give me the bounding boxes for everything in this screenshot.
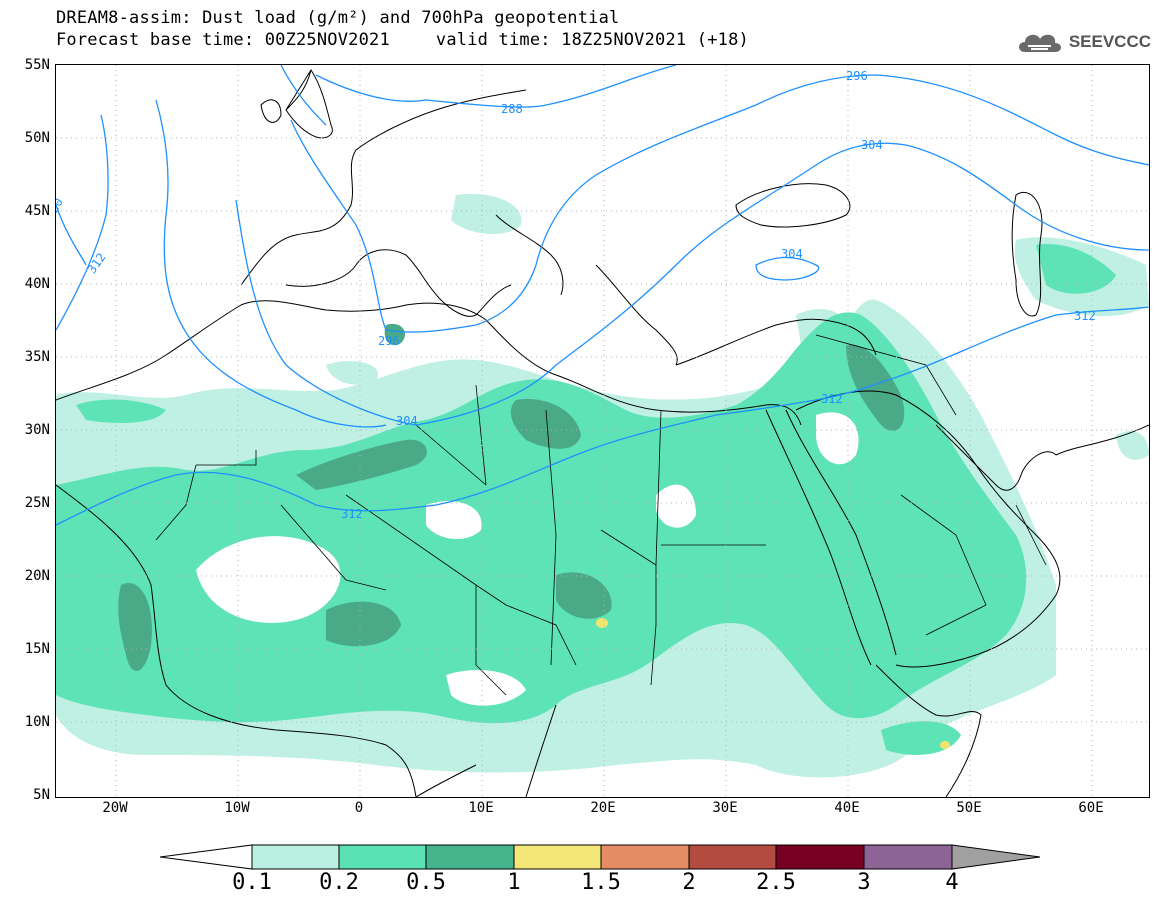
contour-labels: 296 288 304 312 20 312 296 304 312 304 3… xyxy=(56,69,1096,521)
colorbar-lower-arrow xyxy=(160,844,253,870)
colorbar-label: 0.5 xyxy=(406,870,446,895)
contour-label: 312 xyxy=(85,250,109,276)
lon-label: 60E xyxy=(1078,800,1104,816)
lat-label: 45N xyxy=(24,203,50,219)
lon-label: 20E xyxy=(590,800,616,816)
colorbar-bin xyxy=(513,844,602,870)
lat-label: 20N xyxy=(24,568,50,584)
colorbar-bin xyxy=(775,844,865,870)
lon-label: 50E xyxy=(956,800,982,816)
lon-label: 40E xyxy=(834,800,860,816)
contour-label: 304 xyxy=(781,247,803,261)
map-area: 296 288 304 312 20 312 296 304 312 304 3… xyxy=(55,64,1150,798)
lat-label: 50N xyxy=(24,130,50,146)
coastlines xyxy=(56,69,1149,797)
colorbar-bin xyxy=(425,844,515,870)
lat-label: 25N xyxy=(24,495,50,511)
lat-label: 35N xyxy=(24,349,50,365)
contour-label: 20 xyxy=(56,196,66,216)
contour-label: 296 xyxy=(378,334,400,348)
colorbar-bin xyxy=(600,844,690,870)
contour-label: 312 xyxy=(1074,309,1096,323)
map-title: DREAM8-assim: Dust load (g/m²) and 700hP… xyxy=(56,8,620,28)
colorbar-bin xyxy=(338,844,427,870)
lat-label: 5N xyxy=(33,787,50,803)
colorbar-label: 4 xyxy=(945,870,959,895)
colorbar-label: 1.5 xyxy=(581,870,621,895)
dust-medium-layer xyxy=(56,244,1116,755)
lon-label: 10W xyxy=(224,800,250,816)
dust-high-spots xyxy=(596,618,950,749)
colorbar-bin xyxy=(863,844,953,870)
dust-gap-layer xyxy=(196,412,859,706)
contour-label: 312 xyxy=(341,507,363,521)
seevccc-logo: SEEVCCC xyxy=(1015,28,1151,56)
contour-label: 304 xyxy=(861,138,883,152)
grid-lines xyxy=(56,65,1149,797)
lat-label: 40N xyxy=(24,276,50,292)
lon-label: 30E xyxy=(712,800,738,816)
colorbar-label: 2 xyxy=(682,870,696,895)
lon-label: 20W xyxy=(102,800,128,816)
colorbar-bin xyxy=(688,844,777,870)
colorbar-label: 0.2 xyxy=(319,870,359,895)
lat-label: 30N xyxy=(24,422,50,438)
colorbar-bin xyxy=(251,844,340,870)
country-borders xyxy=(155,334,1047,696)
lat-label: 15N xyxy=(24,641,50,657)
lon-label: 10E xyxy=(468,800,494,816)
contour-label: 288 xyxy=(501,102,523,116)
colorbar-label: 0.1 xyxy=(232,870,272,895)
colorbar-label: 2.5 xyxy=(756,870,796,895)
colorbar-label: 1 xyxy=(507,870,521,895)
cloud-icon xyxy=(1018,34,1061,52)
logo-text: SEEVCCC xyxy=(1068,32,1151,51)
lat-label: 55N xyxy=(24,57,50,73)
colorbar-upper-arrow xyxy=(951,844,1041,870)
colorbar-label: 3 xyxy=(857,870,871,895)
geopotential-contours xyxy=(56,65,1149,526)
valid-time-label: valid time: 18Z25NOV2021 (+18) xyxy=(435,30,749,50)
contour-label: 312 xyxy=(821,392,843,406)
base-time-label: Forecast base time: 00Z25NOV2021 xyxy=(56,30,390,50)
contour-label: 304 xyxy=(396,414,418,428)
dust-map: 296 288 304 312 20 312 296 304 312 304 3… xyxy=(56,65,1149,797)
lon-label: 0 xyxy=(354,800,364,816)
lat-label: 10N xyxy=(24,714,50,730)
colorbar xyxy=(160,844,1041,870)
time-info: Forecast base time: 00Z25NOV2021 valid ti… xyxy=(56,30,749,50)
contour-label: 296 xyxy=(846,69,868,83)
